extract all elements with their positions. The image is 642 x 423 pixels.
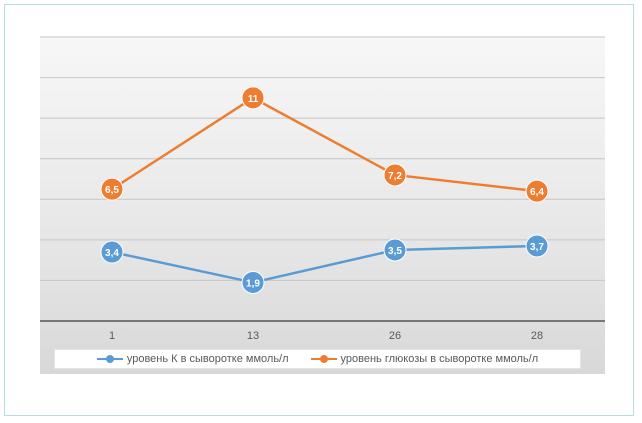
x-tick-label: 13 bbox=[247, 330, 259, 342]
data-label: 1,9 bbox=[246, 278, 260, 289]
series-line-0 bbox=[111, 244, 538, 284]
legend-label-potassium: уровень К в сыворотке ммоль/л bbox=[126, 353, 289, 365]
legend-swatch-glucose bbox=[310, 354, 337, 364]
x-tick-label: 28 bbox=[531, 330, 543, 342]
data-label: 6,4 bbox=[530, 187, 544, 198]
data-point bbox=[525, 179, 549, 203]
series-line-1 bbox=[111, 96, 538, 193]
x-tick-label: 26 bbox=[389, 330, 401, 342]
legend-label-glucose: уровень глюкозы в сыворотке ммоль/л bbox=[340, 353, 539, 365]
data-label: 3,5 bbox=[388, 246, 402, 257]
legend-swatch-potassium bbox=[96, 354, 123, 364]
data-point bbox=[241, 86, 265, 110]
chart-legend: уровень К в сыворотке ммоль/л уровень гл… bbox=[54, 349, 581, 369]
data-point bbox=[383, 238, 407, 262]
data-point bbox=[100, 177, 124, 201]
data-label: 11 bbox=[248, 94, 259, 105]
data-point bbox=[383, 163, 407, 187]
data-label: 3,4 bbox=[105, 248, 119, 259]
legend-item-potassium: уровень К в сыворотке ммоль/л bbox=[96, 353, 289, 365]
x-tick-label: 1 bbox=[109, 330, 115, 342]
legend-item-glucose: уровень глюкозы в сыворотке ммоль/л bbox=[310, 353, 539, 365]
data-point bbox=[100, 240, 124, 264]
data-label: 3,7 bbox=[530, 242, 544, 253]
data-label: 7,2 bbox=[388, 171, 402, 182]
data-point bbox=[241, 270, 265, 294]
chart-area bbox=[40, 37, 605, 374]
data-label: 6,5 bbox=[105, 185, 119, 196]
data-point bbox=[525, 234, 549, 258]
